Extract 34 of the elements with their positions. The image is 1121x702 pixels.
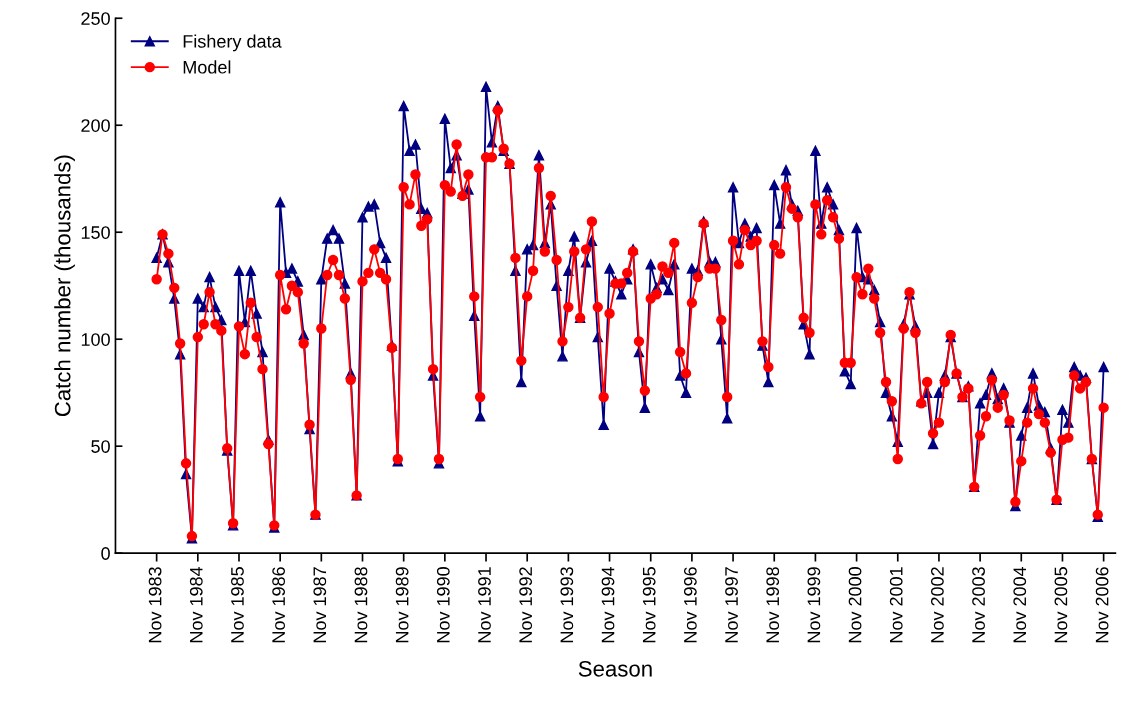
x-tick-label: Nov 1986 xyxy=(272,567,285,643)
x-tick-label: Nov 2006 xyxy=(1095,567,1109,643)
y-tick-label: 150 xyxy=(81,226,110,239)
y-tick-label: 0 xyxy=(101,547,110,560)
x-tick-label: Nov 1994 xyxy=(601,566,615,643)
x-tick-label: Nov 1989 xyxy=(395,567,409,643)
y-tick-label: 50 xyxy=(91,440,110,453)
x-tick-label: Nov 2003 xyxy=(972,567,985,643)
x-tick-label: Nov 1999 xyxy=(807,567,821,643)
y-tick-label: 100 xyxy=(81,333,110,346)
x-tick-label: Nov 1987 xyxy=(313,567,327,643)
x-tick-label: Nov 1997 xyxy=(725,567,738,643)
x-tick-label: Nov 1992 xyxy=(519,567,533,643)
x-tick-label: Nov 1991 xyxy=(478,567,491,643)
y-tick-label: 200 xyxy=(81,119,110,132)
x-tick-label: Nov 1995 xyxy=(642,567,656,643)
x-axis-title: Season xyxy=(578,660,652,677)
x-tick-label: Nov 2000 xyxy=(848,567,862,643)
x-tick-label: Nov 1998 xyxy=(766,567,780,643)
x-tick-label: Nov 2004 xyxy=(1013,566,1027,643)
x-tick-label: Nov 2001 xyxy=(889,567,903,643)
legend-label: Fishery data xyxy=(183,34,282,52)
x-tick-label: Nov 1993 xyxy=(560,567,574,643)
legend-label: Model xyxy=(183,60,231,74)
x-tick-label: Nov 1983 xyxy=(148,567,162,643)
x-tick-label: Nov 1996 xyxy=(683,567,697,643)
x-tick-label: Nov 2002 xyxy=(931,567,944,643)
x-tick-label: Nov 1984 xyxy=(189,566,203,643)
x-tick-label: Nov 2005 xyxy=(1054,567,1068,643)
x-tick-label: Nov 1990 xyxy=(436,567,450,643)
x-tick-label: Nov 1985 xyxy=(231,567,244,643)
y-axis-title: Catch number (thousands) xyxy=(54,155,75,417)
x-tick-label: Nov 1988 xyxy=(354,567,368,643)
y-tick-label: 250 xyxy=(81,12,110,25)
